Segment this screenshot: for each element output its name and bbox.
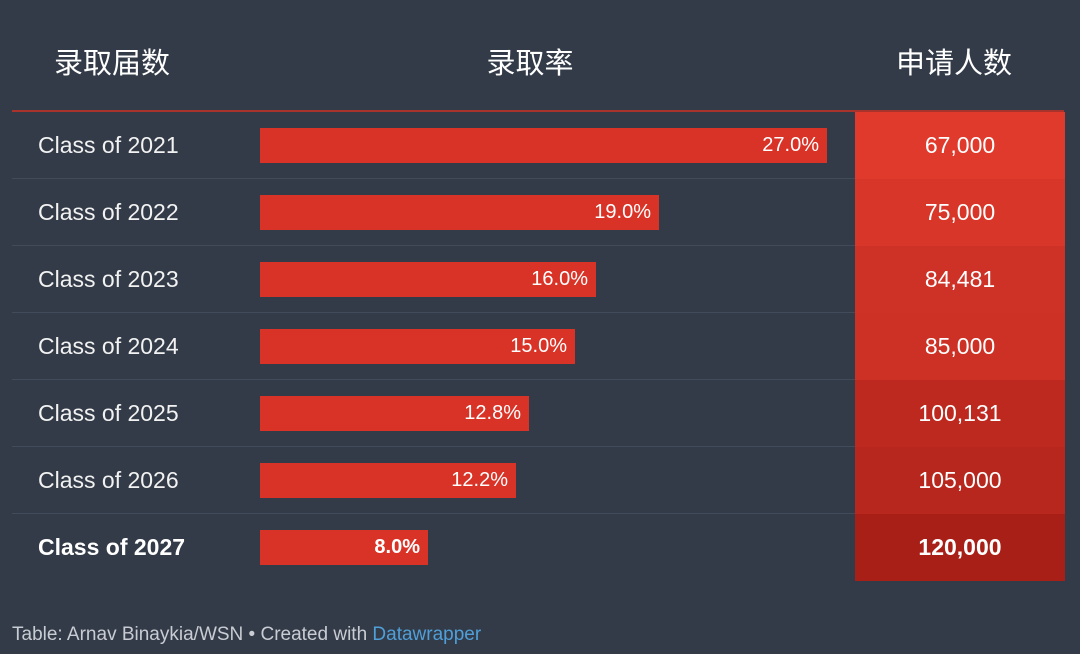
datawrapper-link[interactable]: Datawrapper — [372, 624, 482, 645]
rate-bar: 12.8% — [260, 396, 529, 431]
rate-value-label: 15.0% — [510, 335, 567, 357]
footer-credit: Table: Arnav Binaykia/WSN • Created with… — [12, 624, 481, 646]
table-row: Class of 2027 8.0% 120,000 — [12, 514, 1065, 581]
rate-bar: 12.2% — [260, 463, 516, 498]
row-label: Class of 2024 — [38, 333, 179, 359]
rate-value-label: 19.0% — [594, 201, 651, 223]
rate-value-label: 12.2% — [451, 469, 508, 491]
applicants-cell: 105,000 — [855, 447, 1065, 514]
table-row: Class of 2021 27.0% 67,000 — [12, 112, 1065, 179]
table-row: Class of 2024 15.0% 85,000 — [12, 313, 1065, 380]
row-label: Class of 2027 — [38, 534, 186, 560]
table-row: Class of 2023 16.0% 84,481 — [12, 246, 1065, 313]
table-row: Class of 2022 19.0% 75,000 — [12, 179, 1065, 246]
rate-value-label: 16.0% — [531, 268, 588, 290]
rate-bar: 16.0% — [260, 262, 596, 297]
rate-bar: 15.0% — [260, 329, 575, 364]
rate-value-label: 27.0% — [762, 134, 819, 156]
rate-bar: 8.0% — [260, 530, 428, 565]
header-divider — [12, 110, 1064, 112]
table-body: Class of 2021 27.0% 67,000 Class of 2022 19.… — [12, 112, 1065, 581]
row-label: Class of 2022 — [38, 199, 179, 225]
row-label: Class of 2021 — [38, 132, 179, 158]
footer-source: Table: Arnav Binaykia/WSN • Created with — [12, 624, 373, 645]
applicants-cell: 100,131 — [855, 380, 1065, 447]
row-label: Class of 2026 — [38, 467, 179, 493]
column-header-applicants: 申请人数 — [896, 46, 1013, 80]
column-header-class: 录取届数 — [54, 46, 171, 80]
row-label: Class of 2025 — [38, 400, 179, 426]
rate-value-label: 12.8% — [464, 402, 521, 424]
table-header: 录取届数 录取率 申请人数 — [0, 0, 1080, 112]
applicants-cell: 84,481 — [855, 246, 1065, 313]
column-header-rate: 录取率 — [486, 46, 574, 80]
applicants-cell: 85,000 — [855, 313, 1065, 380]
row-label: Class of 2023 — [38, 266, 179, 292]
rate-value-label: 8.0% — [374, 536, 420, 558]
rate-bar: 19.0% — [260, 195, 659, 230]
rate-bar: 27.0% — [260, 128, 827, 163]
applicants-cell: 120,000 — [855, 514, 1065, 581]
table-row: Class of 2026 12.2% 105,000 — [12, 447, 1065, 514]
applicants-cell: 67,000 — [855, 112, 1065, 179]
applicants-cell: 75,000 — [855, 179, 1065, 246]
table-row: Class of 2025 12.8% 100,131 — [12, 380, 1065, 447]
